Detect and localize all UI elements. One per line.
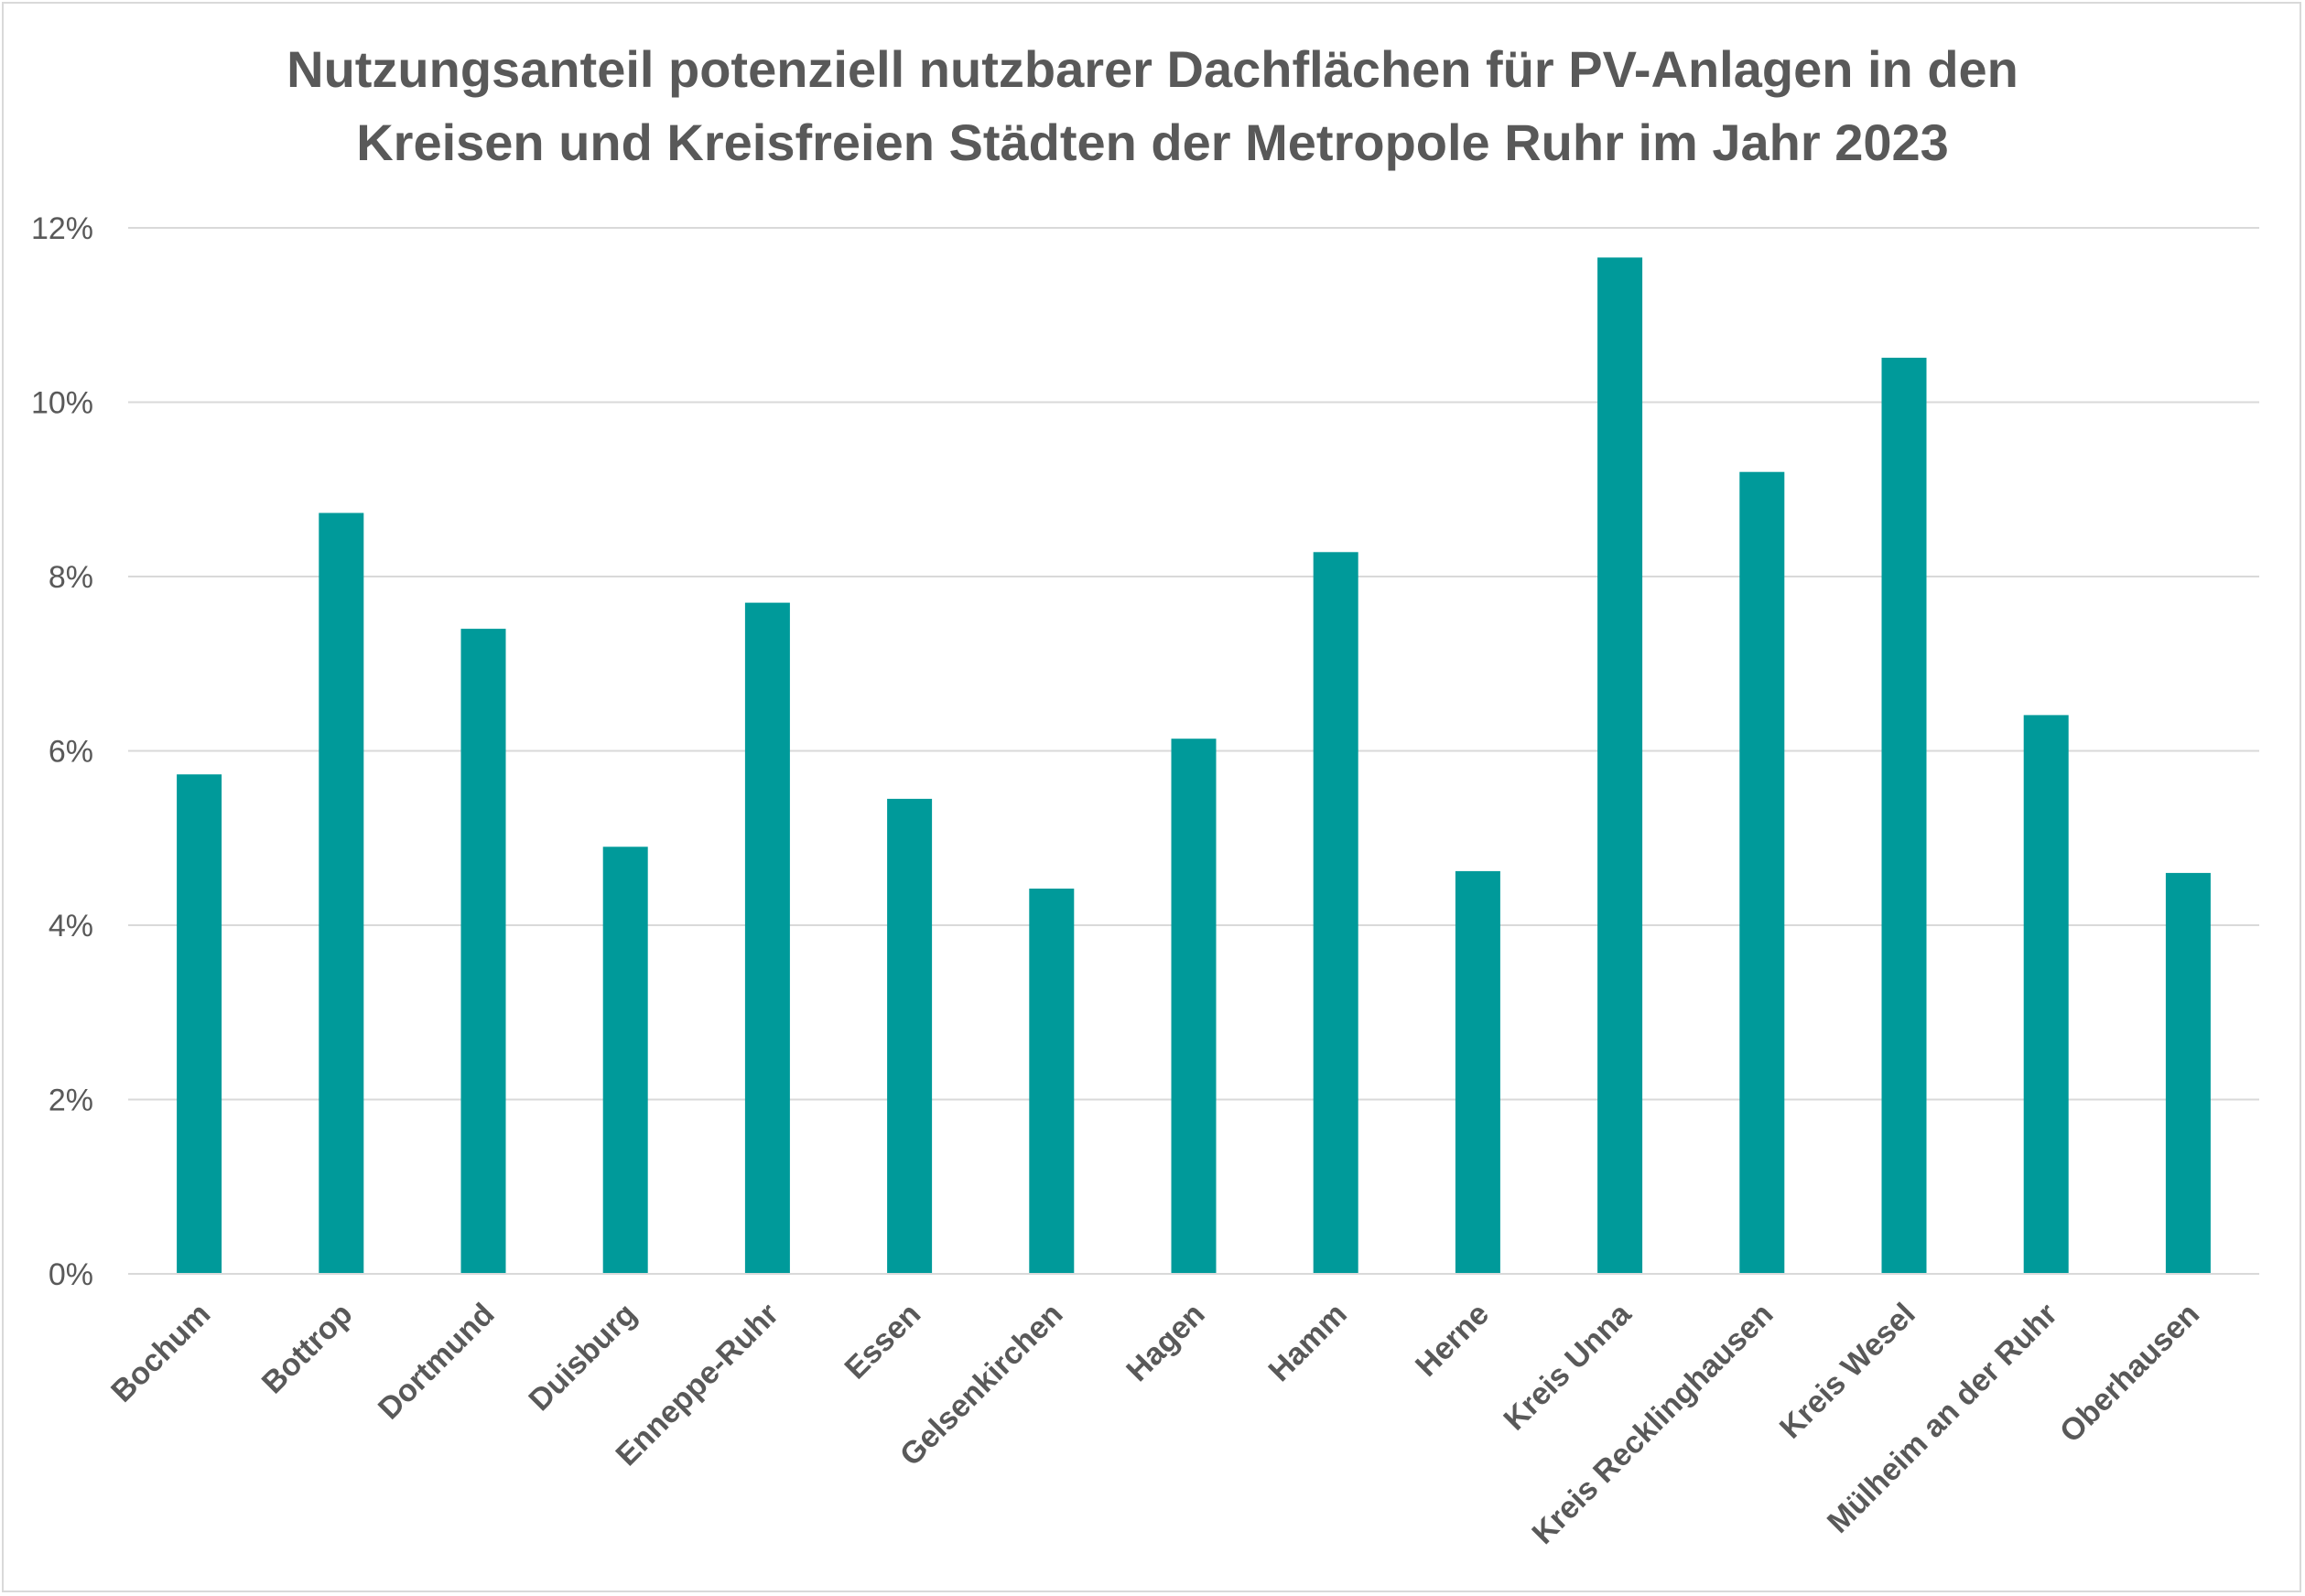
x-category-label: Bottrop — [255, 1297, 360, 1401]
bar-mülheim-an-der-ruhr — [2023, 715, 2069, 1274]
y-axis-tick-labels: 0% 2% 4% 6% 8% 10% 12% — [31, 211, 93, 1292]
y-tick-label: 2% — [49, 1084, 93, 1118]
bar-dortmund — [460, 629, 506, 1274]
x-category-label: Herne — [1409, 1297, 1496, 1384]
bars — [177, 257, 2211, 1274]
y-tick-label: 6% — [49, 735, 93, 770]
chart-title-line-2: Kreisen und Kreisfreien Städten der Metr… — [356, 113, 1949, 171]
chart-title-line-1: Nutzungsanteil potenziell nutzbarer Dach… — [287, 40, 2018, 98]
bar-herne — [1455, 870, 1500, 1274]
bar-bochum — [177, 774, 222, 1274]
y-tick-label: 0% — [49, 1257, 93, 1292]
bar-hamm — [1313, 552, 1358, 1274]
y-tick-label: 12% — [31, 211, 93, 246]
x-category-label: Duisburg — [522, 1297, 643, 1418]
bar-enneppe-ruhr — [744, 602, 790, 1274]
x-category-label: Kreis Recklinghausen — [1525, 1297, 1780, 1551]
y-tick-label: 4% — [49, 909, 93, 944]
bar-kreis-unna — [1597, 257, 1643, 1274]
y-tick-label: 8% — [49, 560, 93, 595]
bar-kreis-wesel — [1881, 357, 1927, 1274]
bar-hagen — [1171, 739, 1217, 1274]
bar-gelsenkirchen — [1029, 889, 1075, 1274]
x-category-label: Mülheim an der Ruhr — [1821, 1297, 2064, 1540]
x-category-label: Dortmund — [372, 1297, 502, 1427]
x-category-label: Essen — [839, 1297, 928, 1386]
x-category-label: Kreis Wesel — [1773, 1297, 1922, 1446]
bar-bottrop — [319, 512, 364, 1274]
bar-oberhausen — [2165, 872, 2211, 1274]
bar-duisburg — [602, 847, 648, 1274]
x-category-label: Hamm — [1261, 1297, 1353, 1388]
y-tick-label: 10% — [31, 386, 93, 421]
x-category-label: Hagen — [1120, 1297, 1211, 1388]
bar-essen — [887, 798, 933, 1274]
x-axis-category-labels: Bochum Bottrop Dortmund DuisburgEnneppe-Ruh… — [104, 1296, 2206, 1551]
x-category-label: Bochum — [104, 1297, 217, 1409]
x-category-label: Oberhausen — [2053, 1297, 2206, 1450]
x-category-label: Kreis Unna — [1497, 1296, 1639, 1438]
bar-kreis-recklinghausen — [1739, 471, 1785, 1274]
